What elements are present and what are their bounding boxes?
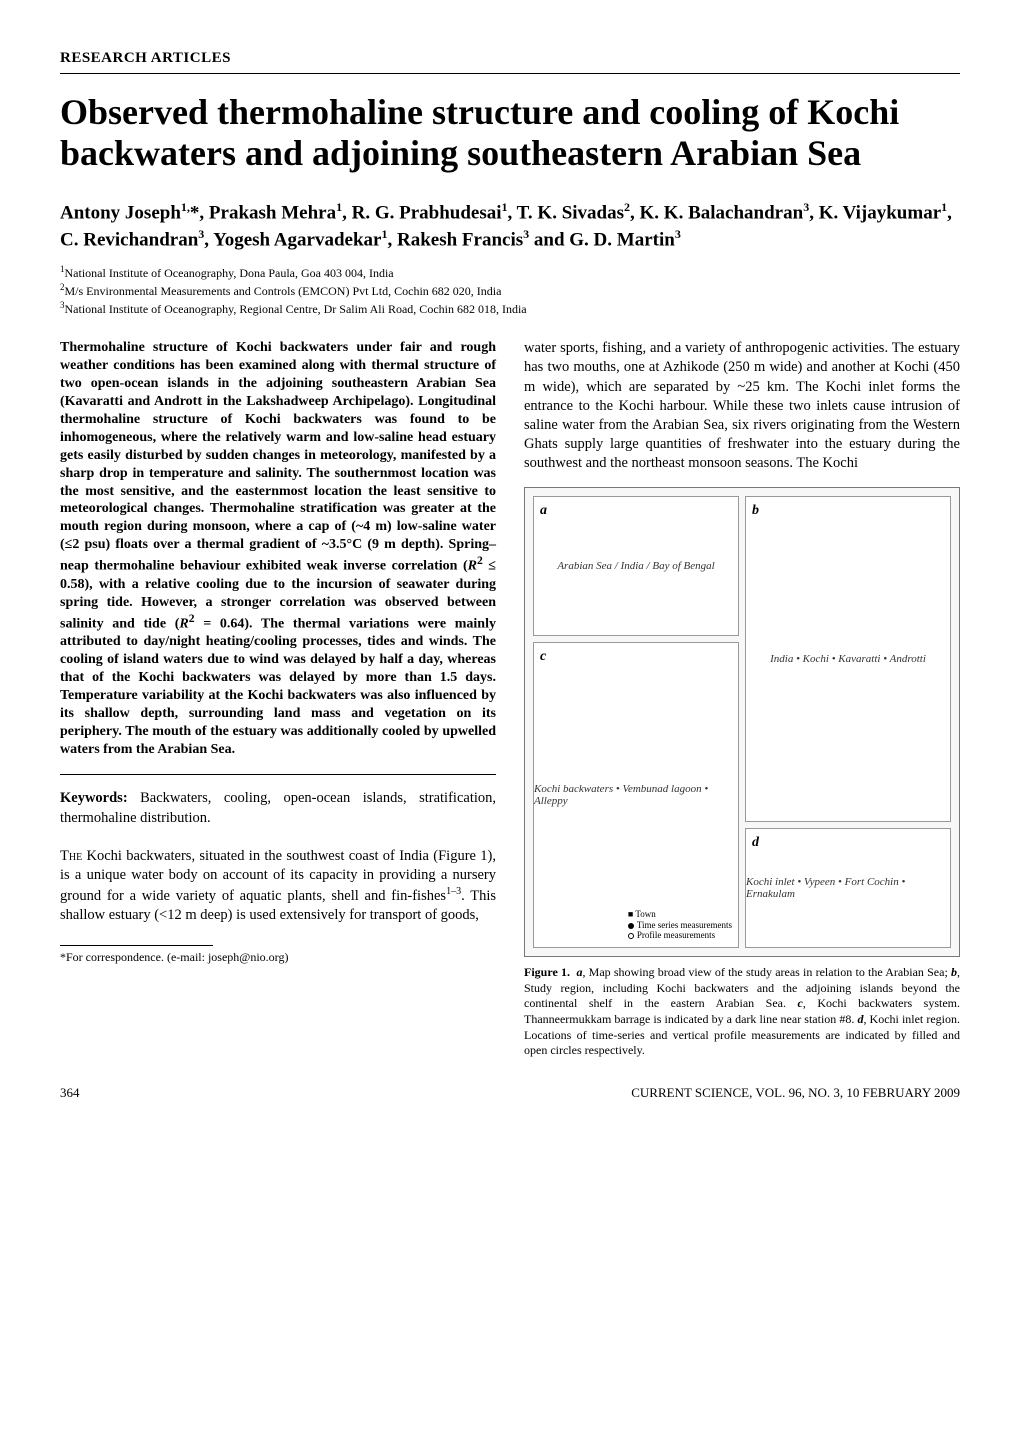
correspondence-footnote: *For correspondence. (e-mail: joseph@nio… — [60, 950, 496, 965]
left-column: Thermohaline structure of Kochi backwate… — [60, 339, 496, 1068]
section-header: RESEARCH ARTICLES — [60, 50, 960, 67]
affiliation-1: 1National Institute of Oceanography, Don… — [60, 263, 960, 281]
abstract-rule — [60, 774, 496, 775]
journal-citation: CURRENT SCIENCE, VOL. 96, NO. 3, 10 FEBR… — [631, 1085, 960, 1101]
page-footer: 364 CURRENT SCIENCE, VOL. 96, NO. 3, 10 … — [60, 1085, 960, 1101]
affiliation-2: 2M/s Environmental Measurements and Cont… — [60, 281, 960, 299]
figure-1-caption: Figure 1. a, Map showing broad view of t… — [524, 965, 960, 1059]
figure-1-panel-a: a Arabian Sea / India / Bay of Bengal — [533, 496, 739, 636]
authors-line: Antony Joseph1,*, Prakash Mehra1, R. G. … — [60, 199, 960, 253]
section-rule — [60, 73, 960, 74]
right-column: water sports, fishing, and a variety of … — [524, 339, 960, 1068]
two-column-layout: Thermohaline structure of Kochi backwate… — [60, 339, 960, 1068]
page-number: 364 — [60, 1085, 80, 1101]
footnote-rule — [60, 945, 213, 946]
figure-1-panel-d: d Kochi inlet • Vypeen • Fort Cochin • E… — [745, 828, 951, 948]
body-text-left: The Kochi backwaters, situated in the so… — [60, 847, 496, 925]
keywords-label: Keywords: — [60, 790, 128, 806]
figure-legend: ■ Town Time series measurements Profile … — [628, 909, 732, 941]
figure-1: a Arabian Sea / India / Bay of Bengal b … — [524, 487, 960, 1059]
figure-1-panel-b: b India • Kochi • Kavaratti • Androtti — [745, 496, 951, 822]
figure-1-panel-c: c Kochi backwaters • Vembunad lagoon • A… — [533, 642, 739, 948]
body-text-right: water sports, fishing, and a variety of … — [524, 339, 960, 473]
abstract: Thermohaline structure of Kochi backwate… — [60, 339, 496, 758]
article-title: Observed thermohaline structure and cool… — [60, 92, 960, 175]
keywords: Keywords: Backwaters, cooling, open-ocea… — [60, 789, 496, 828]
figure-1-image: a Arabian Sea / India / Bay of Bengal b … — [524, 487, 960, 957]
affiliations: 1National Institute of Oceanography, Don… — [60, 263, 960, 318]
affiliation-3: 3National Institute of Oceanography, Reg… — [60, 299, 960, 317]
